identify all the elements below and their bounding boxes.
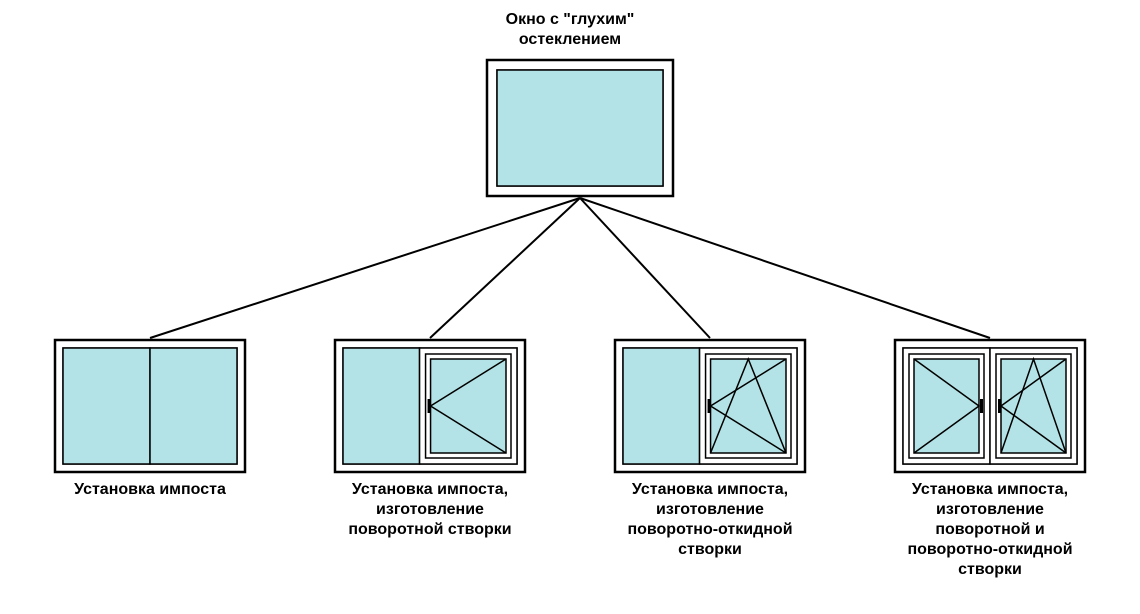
root-window-label: Окно с "глухим" остеклением [430,10,710,50]
child-0-label: Установка импоста [40,480,260,500]
connector-lines [150,198,990,338]
diagram-canvas: Окно с "глухим" остеклением Установка им… [0,0,1140,614]
window-drawings [55,60,1085,472]
child-2-label: Установка импоста, изготовление поворотн… [590,480,830,560]
child-3-label: Установка импоста, изготовление поворотн… [870,480,1110,580]
child-1-label: Установка импоста, изготовление поворотн… [310,480,550,540]
